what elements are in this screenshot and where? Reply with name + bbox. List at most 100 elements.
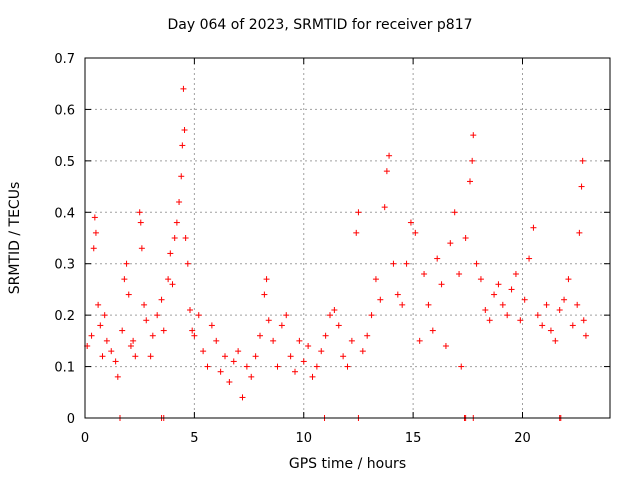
x-tick-label: 15 — [405, 431, 422, 446]
data-point — [274, 363, 281, 370]
data-point — [191, 332, 198, 339]
y-tick-label: 0.6 — [54, 103, 75, 118]
data-point — [292, 368, 298, 375]
data-point — [101, 312, 108, 319]
data-point — [368, 312, 375, 319]
data-point — [526, 255, 533, 262]
data-point — [327, 312, 333, 319]
data-point — [147, 353, 154, 360]
y-tick-label: 0.3 — [54, 258, 75, 273]
data-point — [265, 317, 272, 324]
data-point — [154, 312, 161, 319]
data-point — [381, 204, 388, 211]
data-point — [313, 363, 320, 370]
data-point — [88, 332, 95, 339]
data-point — [195, 312, 202, 319]
data-point — [92, 229, 99, 236]
data-point — [309, 373, 316, 380]
data-point — [547, 327, 554, 334]
data-point — [243, 363, 250, 370]
data-point — [372, 276, 379, 283]
plot-frame — [84, 57, 611, 419]
data-point — [434, 255, 441, 262]
data-point — [91, 214, 98, 221]
data-point — [403, 260, 410, 267]
data-point — [270, 337, 277, 344]
data-point — [138, 245, 145, 252]
data-point — [165, 276, 172, 283]
data-point — [574, 301, 581, 308]
data-point — [208, 322, 215, 329]
data-point — [491, 291, 498, 298]
data-point — [171, 235, 178, 241]
data-point — [180, 85, 187, 92]
data-point — [200, 348, 207, 355]
data-point — [582, 332, 589, 339]
data-point — [486, 317, 493, 324]
data-point — [421, 271, 428, 277]
data-point — [322, 332, 329, 339]
data-point — [130, 337, 137, 344]
data-point — [335, 322, 342, 329]
data-point — [99, 353, 106, 360]
data-point — [399, 301, 406, 308]
data-point — [348, 337, 355, 344]
data-point — [412, 229, 419, 236]
data-point — [543, 301, 550, 308]
x-tick-label: 5 — [190, 431, 198, 446]
data-point — [158, 296, 165, 303]
data-point — [169, 281, 176, 288]
data-point — [123, 260, 130, 267]
data-point — [451, 209, 458, 216]
data-point — [504, 312, 511, 319]
data-point — [359, 348, 366, 355]
data-point — [182, 235, 189, 241]
data-point — [512, 271, 519, 277]
data-point — [181, 127, 188, 133]
data-point — [407, 219, 414, 226]
data-point — [108, 348, 115, 355]
data-point — [438, 281, 445, 288]
data-point — [521, 296, 528, 303]
data-points — [84, 85, 589, 421]
data-point — [425, 301, 432, 308]
data-point — [517, 317, 524, 324]
data-point — [278, 322, 285, 329]
data-point — [252, 353, 259, 360]
data-point — [565, 276, 572, 283]
data-point — [239, 394, 246, 401]
data-point — [263, 276, 270, 283]
data-point — [353, 229, 360, 236]
data-point — [473, 260, 480, 267]
data-point — [508, 286, 515, 293]
data-point — [121, 276, 128, 283]
data-point — [112, 358, 119, 365]
chart-title: Day 064 of 2023, SRMTID for receiver p81… — [167, 17, 473, 33]
data-point — [127, 343, 134, 349]
data-point — [394, 291, 401, 298]
data-point — [226, 379, 233, 385]
data-point — [442, 343, 449, 349]
data-point — [136, 209, 143, 216]
data-point — [383, 168, 390, 175]
data-point — [556, 307, 563, 313]
data-point — [569, 322, 576, 329]
data-point — [217, 368, 224, 375]
data-point — [458, 363, 465, 370]
x-axis-label: GPS time / hours — [288, 456, 407, 472]
data-point — [305, 343, 312, 349]
grid — [84, 57, 610, 419]
data-point — [119, 327, 126, 334]
data-point — [167, 250, 174, 257]
data-point — [178, 173, 185, 180]
y-tick-label: 0.5 — [54, 155, 75, 170]
data-point — [534, 312, 541, 319]
data-point — [467, 178, 473, 185]
data-point — [340, 353, 347, 360]
data-point — [462, 235, 469, 241]
y-tick-label: 0.4 — [54, 206, 75, 221]
data-point — [257, 332, 263, 339]
data-point — [222, 353, 228, 360]
data-point — [287, 353, 294, 360]
data-point — [499, 301, 506, 308]
